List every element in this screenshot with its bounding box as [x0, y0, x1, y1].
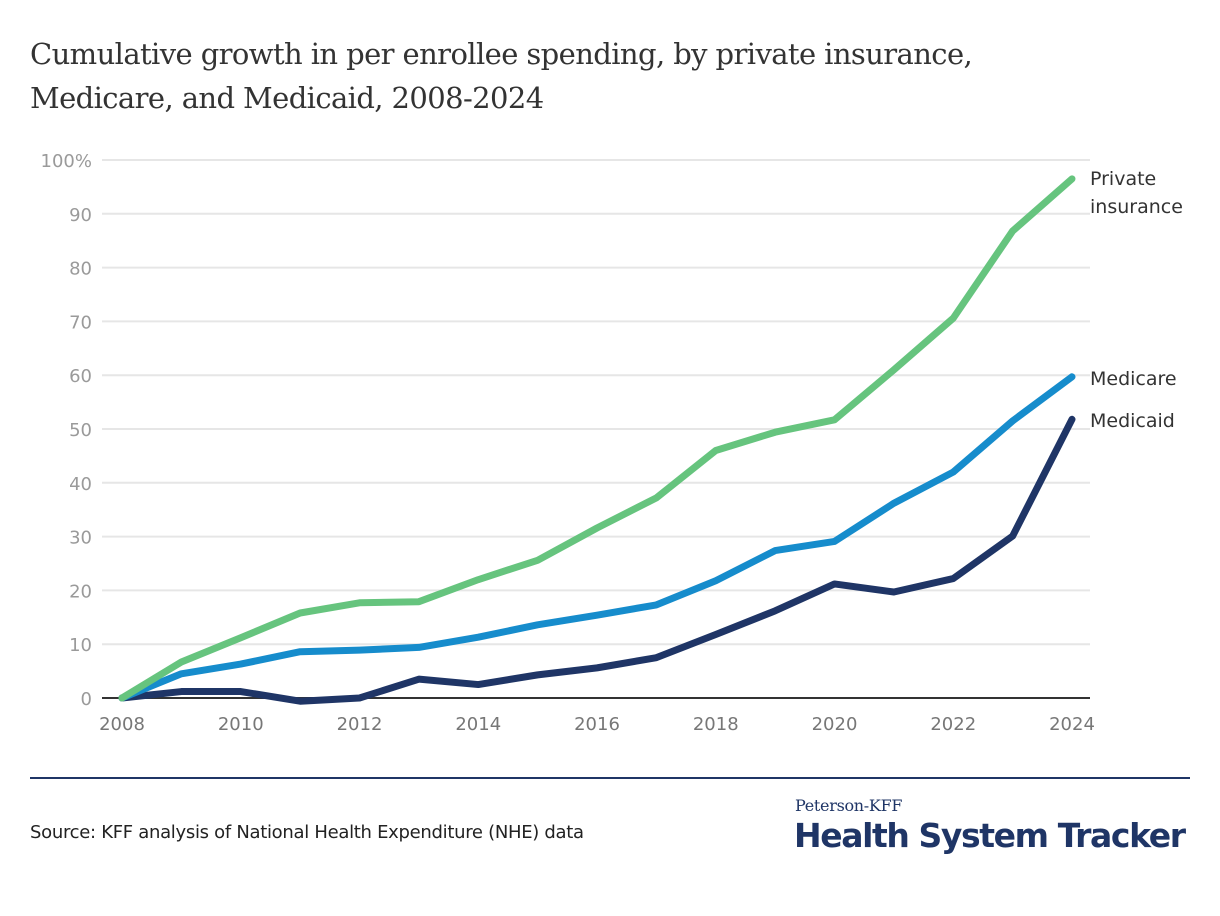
chart-title-line-2: Medicare, and Medicaid, 2008-2024 [30, 81, 544, 115]
y-tick-label: 90 [69, 205, 92, 226]
y-tick-label: 100% [41, 151, 92, 172]
series-labels: Private insurance Medicare Medicaid [1090, 168, 1183, 432]
series-line-medicare [118, 373, 1076, 702]
series-lines [118, 175, 1076, 705]
y-tick-label: 10 [69, 635, 92, 656]
x-tick-label: 2022 [930, 714, 976, 735]
chart-title: Cumulative growth in per enrollee spendi… [30, 32, 1190, 120]
x-tick-label: 2008 [99, 714, 145, 735]
series-label-medicaid: Medicaid [1090, 410, 1175, 432]
x-tick-label: 2012 [337, 714, 383, 735]
brand-subtitle: Peterson-KFF [795, 796, 903, 815]
x-tick-label: 2018 [693, 714, 739, 735]
x-tick-label: 2014 [455, 714, 501, 735]
source-note: Source: KFF analysis of National Health … [30, 822, 584, 843]
x-tick-label: 2024 [1049, 714, 1095, 735]
x-tick-label: 2016 [574, 714, 620, 735]
line-chart: 0 10 20 30 40 50 60 70 80 90 100% 2008 2010 2012 2014… [41, 151, 1183, 735]
gridlines [102, 159, 1090, 646]
y-tick-label: 30 [69, 528, 92, 549]
y-tick-label: 0 [81, 689, 92, 710]
y-tick-label: 20 [69, 581, 92, 602]
y-tick-label: 40 [69, 474, 92, 495]
y-tick-label: 70 [69, 312, 92, 333]
brand-logo: Health System Tracker [794, 816, 1186, 855]
series-line-medicaid [118, 415, 1076, 705]
chart-title-line-1: Cumulative growth in per enrollee spendi… [30, 37, 973, 71]
series-label-medicare: Medicare [1090, 368, 1177, 390]
series-label-private-insurance: Private [1090, 168, 1156, 190]
y-tick-label: 80 [69, 259, 92, 280]
y-tick-label: 50 [69, 420, 92, 441]
series-label-private-insurance: insurance [1090, 196, 1183, 218]
x-tick-label: 2010 [218, 714, 264, 735]
footer-divider [30, 777, 1190, 779]
y-axis-ticks: 0 10 20 30 40 50 60 70 80 90 100% [41, 151, 92, 710]
y-tick-label: 60 [69, 366, 92, 387]
series-line-private-insurance [118, 175, 1076, 702]
x-axis-ticks: 2008 2010 2012 2014 2016 2018 2020 2022 2024 [99, 714, 1095, 735]
x-tick-label: 2020 [812, 714, 858, 735]
